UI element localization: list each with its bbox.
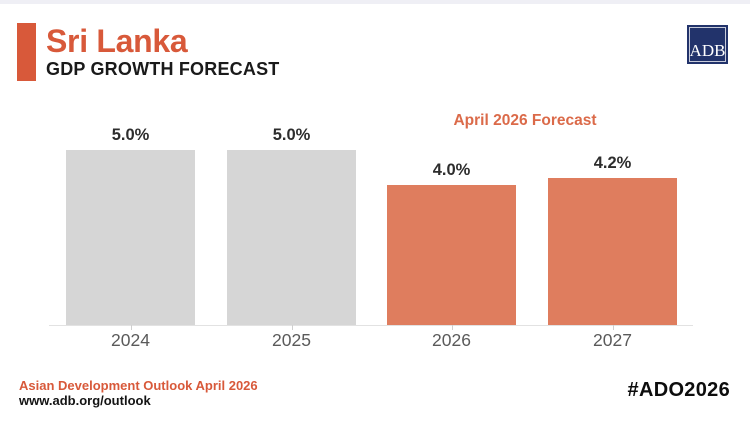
footer-source-text: Asian Development Outlook April 2026 [19,378,258,393]
accent-bar [17,23,36,81]
bar-2025 [227,150,356,325]
top-edge-strip [0,0,750,4]
bar-value-label-2024: 5.0% [111,126,150,144]
bar-value-label-2025: 5.0% [272,126,311,144]
footer-hashtag: #ADO2026 [627,379,730,401]
bar-2026 [387,185,516,325]
page-title: Sri Lanka [46,23,188,59]
x-axis-label-2027: 2027 [593,330,632,350]
x-axis-label-2025: 2025 [272,330,311,350]
bar-2027 [548,178,677,325]
axis-tick-2026 [452,325,453,330]
footer-url-text: www.adb.org/outlook [19,393,151,408]
axis-tick-2027 [613,325,614,330]
bar-value-label-2026: 4.0% [432,161,471,179]
adb-logo-text: ADB [689,41,726,60]
page-subtitle: GDP GROWTH FORECAST [46,59,280,79]
x-axis-label-2026: 2026 [432,330,471,350]
forecast-annotation: April 2026 Forecast [453,112,597,129]
x-axis-line [49,325,693,326]
axis-tick-2024 [131,325,132,330]
axis-tick-2025 [292,325,293,330]
bar-2024 [66,150,195,325]
x-axis-label-2024: 2024 [111,330,150,350]
bar-value-label-2027: 4.2% [593,154,632,172]
